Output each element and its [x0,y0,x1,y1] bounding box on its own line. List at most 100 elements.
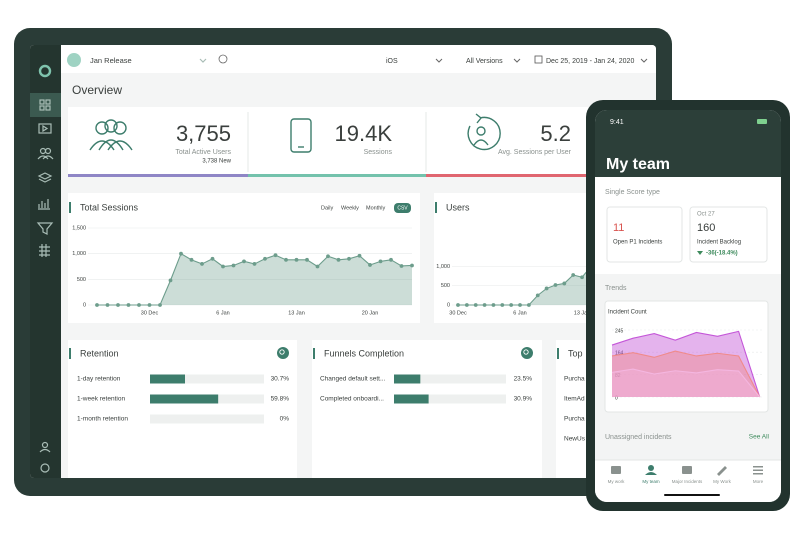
nav-icons[interactable] [36,99,54,473]
top-row: ItemAd [564,396,585,403]
title-accent [69,202,71,213]
version-selector[interactable]: All Versions [466,58,503,65]
point [200,262,204,266]
tab[interactable]: Monthly [366,205,386,211]
score-value: 11 [613,222,624,234]
users-icon [89,119,133,151]
point [126,303,131,307]
search-button[interactable] [277,347,289,359]
nav-active[interactable] [30,93,61,117]
point [399,264,404,268]
point [263,256,267,261]
stat-value: 5.2 [540,121,571,146]
title-accent [313,348,315,359]
home-indicator [664,494,720,496]
score-change: -36(-18.4%) [706,251,738,257]
bar [394,394,429,404]
phone-title: My team [606,156,670,173]
y-tick-label: 0 [83,302,86,308]
section-label: Unassigned incidents [605,434,672,441]
x-tick-label: 30 Dec [141,310,159,316]
x-tick-label: 13 Jan [574,310,591,316]
point [179,251,183,256]
stat-sub: 3,738 New [202,159,231,165]
bar [150,394,219,404]
bar-track [394,374,506,384]
stat-label: Total Active Users [175,149,231,156]
search-icon [523,349,529,355]
title-accent [557,348,559,359]
panel-title: Top [568,348,583,358]
point [544,286,549,291]
stat-label: Avg. Sessions per User [498,149,572,156]
tab-label[interactable]: My work [608,479,625,484]
point [305,257,309,262]
value-label: 30.9% [514,396,533,403]
point [242,259,246,264]
row-label: 1-week retention [77,396,125,403]
search-button[interactable] [521,347,533,359]
search-icon [279,349,285,355]
point [231,263,236,268]
stat-underline [248,174,426,177]
point [456,303,460,307]
date-range-selector[interactable]: Dec 25, 2019 - Jan 24, 2020 [546,58,634,65]
tab-label[interactable]: My Work [713,479,731,484]
see-all-link[interactable]: See All [749,434,770,441]
point [368,263,372,267]
sessions-icon [467,113,501,151]
point [95,303,99,307]
help-icon[interactable] [218,54,228,64]
chart-title: Incident Count [608,310,647,316]
tab-label[interactable]: My team [642,479,660,484]
funnels-panel [312,340,542,478]
point [500,303,505,307]
bar [394,374,421,384]
retention-panel [68,340,297,478]
y-tick-label: 0 [447,302,450,308]
csv-label[interactable]: CSV [397,205,408,211]
sidebar [30,45,61,478]
score-card[interactable] [606,206,683,263]
point [284,257,288,262]
platform-selector[interactable]: iOS [386,58,398,65]
point [562,281,567,286]
tab[interactable]: Weekly [341,205,359,211]
y-tick-label: 1,500 [72,225,86,231]
point [147,303,152,307]
area [612,351,760,397]
point [252,262,257,266]
phone-screen: 9:41 My team Single Score type 11 Open P… [595,110,781,502]
stat-underline [426,174,656,177]
tab-label[interactable]: More [753,479,764,484]
point [535,293,540,298]
point [357,253,362,258]
tab[interactable]: Daily [321,205,333,211]
y-tick-label: 164 [615,350,624,356]
value-label: 59.8% [271,396,290,403]
tab-label[interactable]: Major Incidents [672,479,703,484]
down-arrow [697,251,703,255]
charts: 0 500 1,000 1,500 30 Dec 6 Jan 13 Jan 20 Jan 0 50… [72,225,656,316]
point [509,303,514,307]
point [491,303,496,307]
line [611,368,761,398]
panel-title: Total Sessions [80,202,139,212]
stat-label: Sessions [364,149,393,156]
point [482,303,487,307]
csv-button[interactable] [394,203,411,213]
stats-card [68,107,656,177]
header-bar [61,45,656,73]
area [97,253,412,305]
chevron [640,58,648,63]
section-label: Trends [605,285,627,292]
logo [38,64,52,78]
point [158,303,162,307]
release-selector[interactable]: Jan Release [90,56,132,65]
row-label: 1-day retention [77,376,121,383]
score-card[interactable] [689,206,768,263]
tab-icons [611,465,763,476]
point [389,257,393,262]
top-row: Purcha [564,376,585,383]
